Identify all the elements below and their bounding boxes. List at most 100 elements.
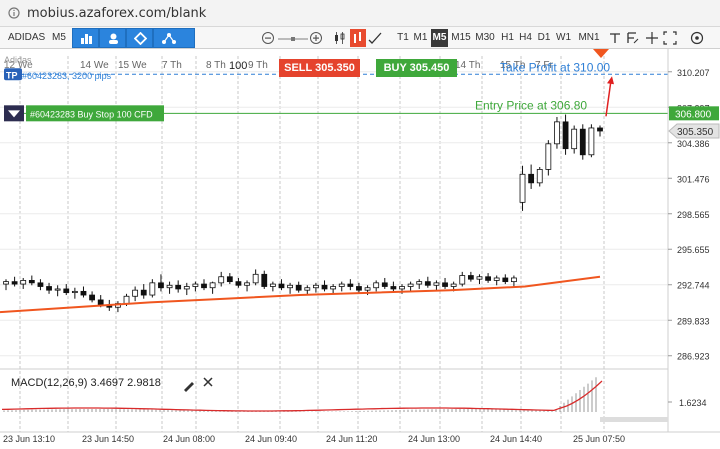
candle[interactable] [467,275,474,280]
candle[interactable] [123,295,130,304]
candle[interactable] [528,173,535,184]
candle[interactable] [416,281,423,285]
candle[interactable] [304,287,311,291]
timeframe-selector[interactable]: M5 [52,32,66,43]
chart-settings-icon[interactable] [625,31,639,45]
candle[interactable] [278,283,285,289]
candle[interactable] [313,284,319,289]
candle[interactable] [269,283,276,287]
close-icon[interactable] [203,377,213,387]
candle[interactable] [149,282,156,296]
tab-timeframe-t1[interactable]: T1 [397,32,409,43]
edit-icon[interactable] [184,382,194,392]
candle[interactable] [80,290,87,296]
candle[interactable] [554,121,560,145]
page-info-icon[interactable] [8,7,20,19]
candle[interactable] [399,286,405,290]
candle[interactable] [511,277,517,283]
candle[interactable] [3,281,9,285]
candle[interactable] [140,289,147,296]
candle[interactable] [356,286,362,291]
candle[interactable] [450,283,457,287]
macd-scrollbar[interactable] [600,417,668,422]
bars-chart-toggle[interactable] [350,29,366,47]
candle[interactable] [364,287,371,291]
zoom-slider[interactable] [278,37,308,41]
candlestick-icon[interactable] [333,31,347,45]
tab-timeframe-m15[interactable]: M15 [451,32,471,43]
tab-timeframe-m30[interactable]: M30 [475,32,495,43]
candle[interactable] [459,275,466,285]
tab-timeframe-m1[interactable]: M1 [413,32,428,43]
candle[interactable] [63,288,70,294]
candle[interactable] [295,284,302,291]
crosshair-icon[interactable] [645,31,659,45]
scroll-marker-icon[interactable] [593,49,609,58]
target-icon[interactable] [690,31,704,45]
candle[interactable] [201,283,207,289]
tab-timeframe-w1[interactable]: W1 [556,32,571,43]
candle[interactable] [433,282,440,286]
symbol-selector[interactable]: ADIDAS [8,32,46,43]
candle[interactable] [545,143,552,170]
candle[interactable] [244,282,250,286]
candle[interactable] [166,284,173,289]
candle[interactable] [330,286,337,290]
sell-button[interactable]: SELL 305.350 [279,59,360,77]
candle[interactable] [579,128,586,156]
templates-button[interactable] [153,28,195,48]
candle[interactable] [183,286,190,290]
browser-address-bar[interactable]: mobius.azaforex.com/blank [0,0,720,27]
candle[interactable] [597,127,603,132]
candle[interactable] [536,169,543,184]
quantity-input[interactable]: 100 [229,60,248,72]
tab-timeframe-h4[interactable]: H4 [519,32,532,43]
zoom-out-icon[interactable] [261,31,275,45]
zoom-in-icon[interactable] [309,31,323,45]
candle[interactable] [97,299,104,306]
candle[interactable] [476,276,483,280]
candle[interactable] [347,283,354,287]
candle[interactable] [89,294,95,301]
candle[interactable] [28,280,35,284]
line-chart-icon[interactable] [368,31,382,45]
buy-button[interactable]: BUY 305.450 [376,59,457,77]
candle[interactable] [54,288,61,291]
candle[interactable] [71,290,78,294]
candle[interactable] [321,284,328,290]
tab-timeframe-m5[interactable]: M5 [431,29,448,47]
candle[interactable] [226,276,233,283]
candle[interactable] [158,282,164,289]
candle[interactable] [424,281,431,286]
candle[interactable] [502,277,509,283]
candle[interactable] [46,286,52,291]
candle[interactable] [381,282,388,287]
tab-timeframe-h1[interactable]: H1 [501,32,514,43]
tick-down-icon[interactable] [608,31,622,45]
candle[interactable] [562,121,569,150]
tab-timeframe-mn1[interactable]: MN1 [578,32,600,43]
indicators-button[interactable] [99,28,126,48]
candle[interactable] [20,280,27,285]
candle[interactable] [252,273,259,284]
candle[interactable] [373,282,380,289]
candle[interactable] [132,289,139,297]
url-text[interactable]: mobius.azaforex.com/blank [27,6,207,21]
candle[interactable] [407,283,414,287]
candle[interactable] [11,281,18,285]
candle[interactable] [519,173,526,203]
candle[interactable] [235,281,242,286]
candle[interactable] [37,282,44,287]
take-profit-badge[interactable] [4,68,22,81]
candle[interactable] [218,276,225,284]
candle[interactable] [338,283,345,287]
tab-timeframe-d1[interactable]: D1 [537,32,551,43]
candle[interactable] [571,128,578,150]
order-label-box[interactable] [26,105,164,122]
candle[interactable] [390,286,397,290]
chart-type-button[interactable] [72,28,99,48]
drawing-tools-button[interactable] [126,28,153,48]
fullscreen-icon[interactable] [663,31,677,45]
